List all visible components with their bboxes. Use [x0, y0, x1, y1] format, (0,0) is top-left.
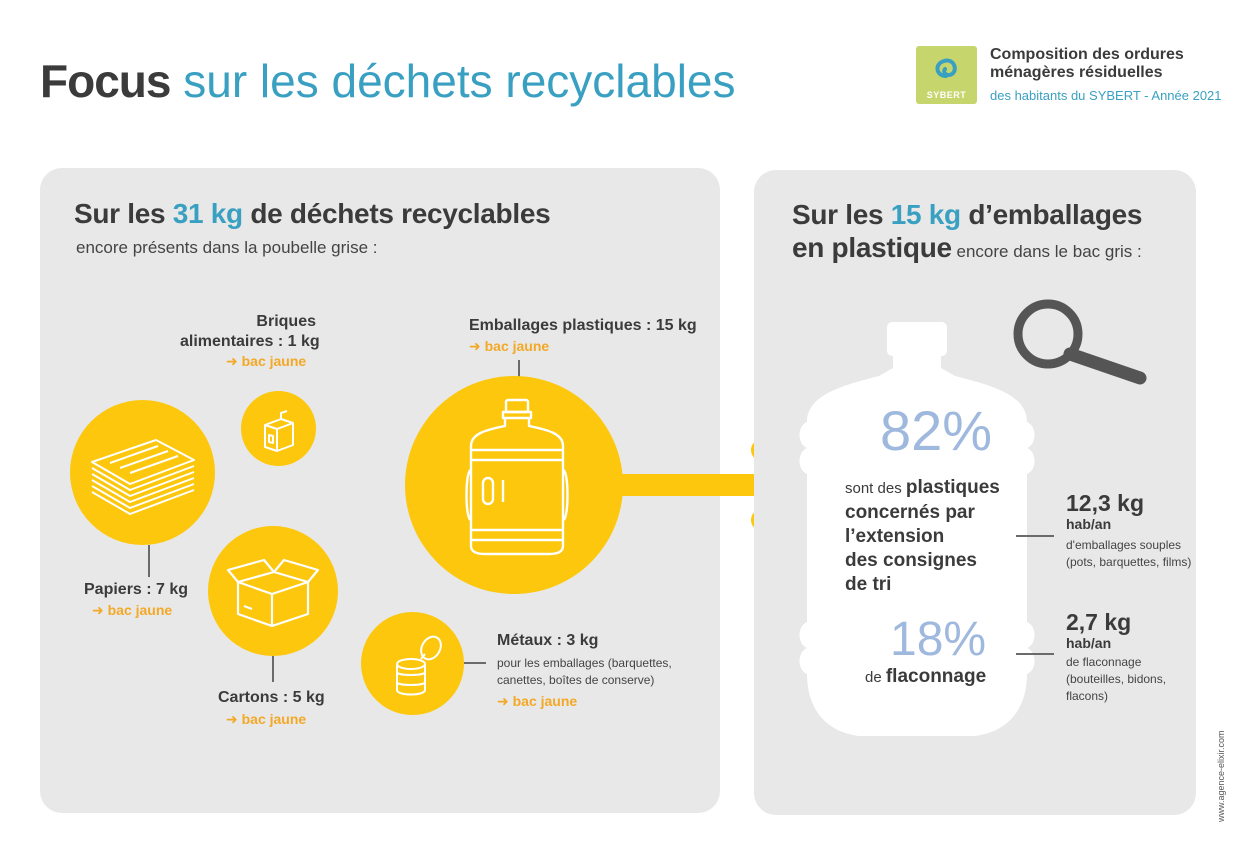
stat1-connector — [1016, 535, 1054, 537]
logo-text: SYBERT — [926, 90, 967, 100]
left-subheading: encore présents dans la poubelle grise : — [76, 238, 378, 257]
metaux-detail: pour les emballages (barquettes, canette… — [497, 656, 672, 687]
spiral-icon — [935, 58, 957, 78]
briques-destination: ➜ bac jaune — [226, 353, 307, 369]
header-subtitle: des habitants du SYBERT - Année 2021 — [990, 88, 1222, 103]
plastiques-circle — [405, 376, 623, 594]
stat1-text: sont des plastiques concernés par l’exte… — [845, 477, 1000, 595]
cartons-connector — [272, 656, 274, 682]
cartons-circle — [208, 526, 338, 656]
title-part1: Focus — [40, 55, 171, 107]
cartons-destination: ➜ bac jaune — [226, 711, 307, 727]
stat1-percent: 82% — [880, 399, 993, 462]
header-title: Composition des ordures ménagères résidu… — [990, 46, 1184, 82]
sybert-logo: SYBERT — [916, 46, 977, 104]
tin-can-icon — [396, 635, 442, 696]
stat1-kg: 12,3 kg — [1066, 490, 1144, 516]
stat2-connector — [1016, 653, 1054, 655]
paper-stack-icon — [91, 439, 195, 515]
stat2-kg: 2,7 kg — [1066, 609, 1132, 635]
cartons-label: Cartons : 5 kg — [218, 689, 325, 706]
stat2-unit: hab/an — [1066, 635, 1112, 651]
stat1-unit: hab/an — [1066, 516, 1112, 532]
papiers-label: Papiers : 7 kg — [84, 581, 189, 598]
metaux-circle — [361, 612, 464, 715]
magnifier-icon — [1013, 299, 1147, 385]
papiers-destination: ➜ bac jaune — [92, 602, 173, 618]
header-line2: ménagères résiduelles — [990, 64, 1163, 81]
title-part2: sur les déchets recyclables — [183, 55, 736, 107]
papiers-connector — [148, 545, 150, 577]
right-heading-line2: en plastique encore dans le bac gris : — [792, 232, 1142, 263]
plastiques-connector — [518, 360, 520, 378]
briques-circle — [241, 391, 316, 466]
header-line1: Composition des ordures — [990, 46, 1184, 63]
plastiques-label: Emballages plastiques : 15 kg — [469, 317, 697, 334]
stat1-detail: d'emballages souples (pots, barquettes, … — [1066, 538, 1192, 569]
metaux-connector — [464, 662, 486, 664]
metaux-label: Métaux : 3 kg — [497, 632, 599, 649]
papiers-circle — [70, 400, 215, 545]
metaux-destination: ➜ bac jaune — [497, 693, 578, 709]
carton-brick-icon — [264, 410, 294, 452]
stat2-detail: de flaconnage (bouteilles, bidons, flaco… — [1066, 655, 1167, 703]
plastiques-destination: ➜ bac jaune — [469, 338, 550, 354]
stat2-text: de flaconnage — [865, 666, 987, 687]
credit-text: www.agence-elixir.com — [1216, 730, 1226, 822]
left-heading: Sur les 31 kg de déchets recyclables — [74, 198, 551, 229]
page-title: Focus sur les déchets recyclables — [40, 58, 736, 104]
total-recyclables-value: 31 kg — [172, 198, 243, 229]
briques-label: Briques alimentaires : 1 kg — [180, 313, 320, 350]
plastic-bottle-icon — [465, 398, 569, 556]
open-box-icon — [226, 558, 320, 628]
plastic-total-value: 15 kg — [890, 199, 961, 230]
stat2-percent: 18% — [890, 613, 987, 666]
bottle-silhouette — [799, 322, 1035, 736]
right-heading: Sur les 15 kg d’emballages — [792, 199, 1143, 230]
